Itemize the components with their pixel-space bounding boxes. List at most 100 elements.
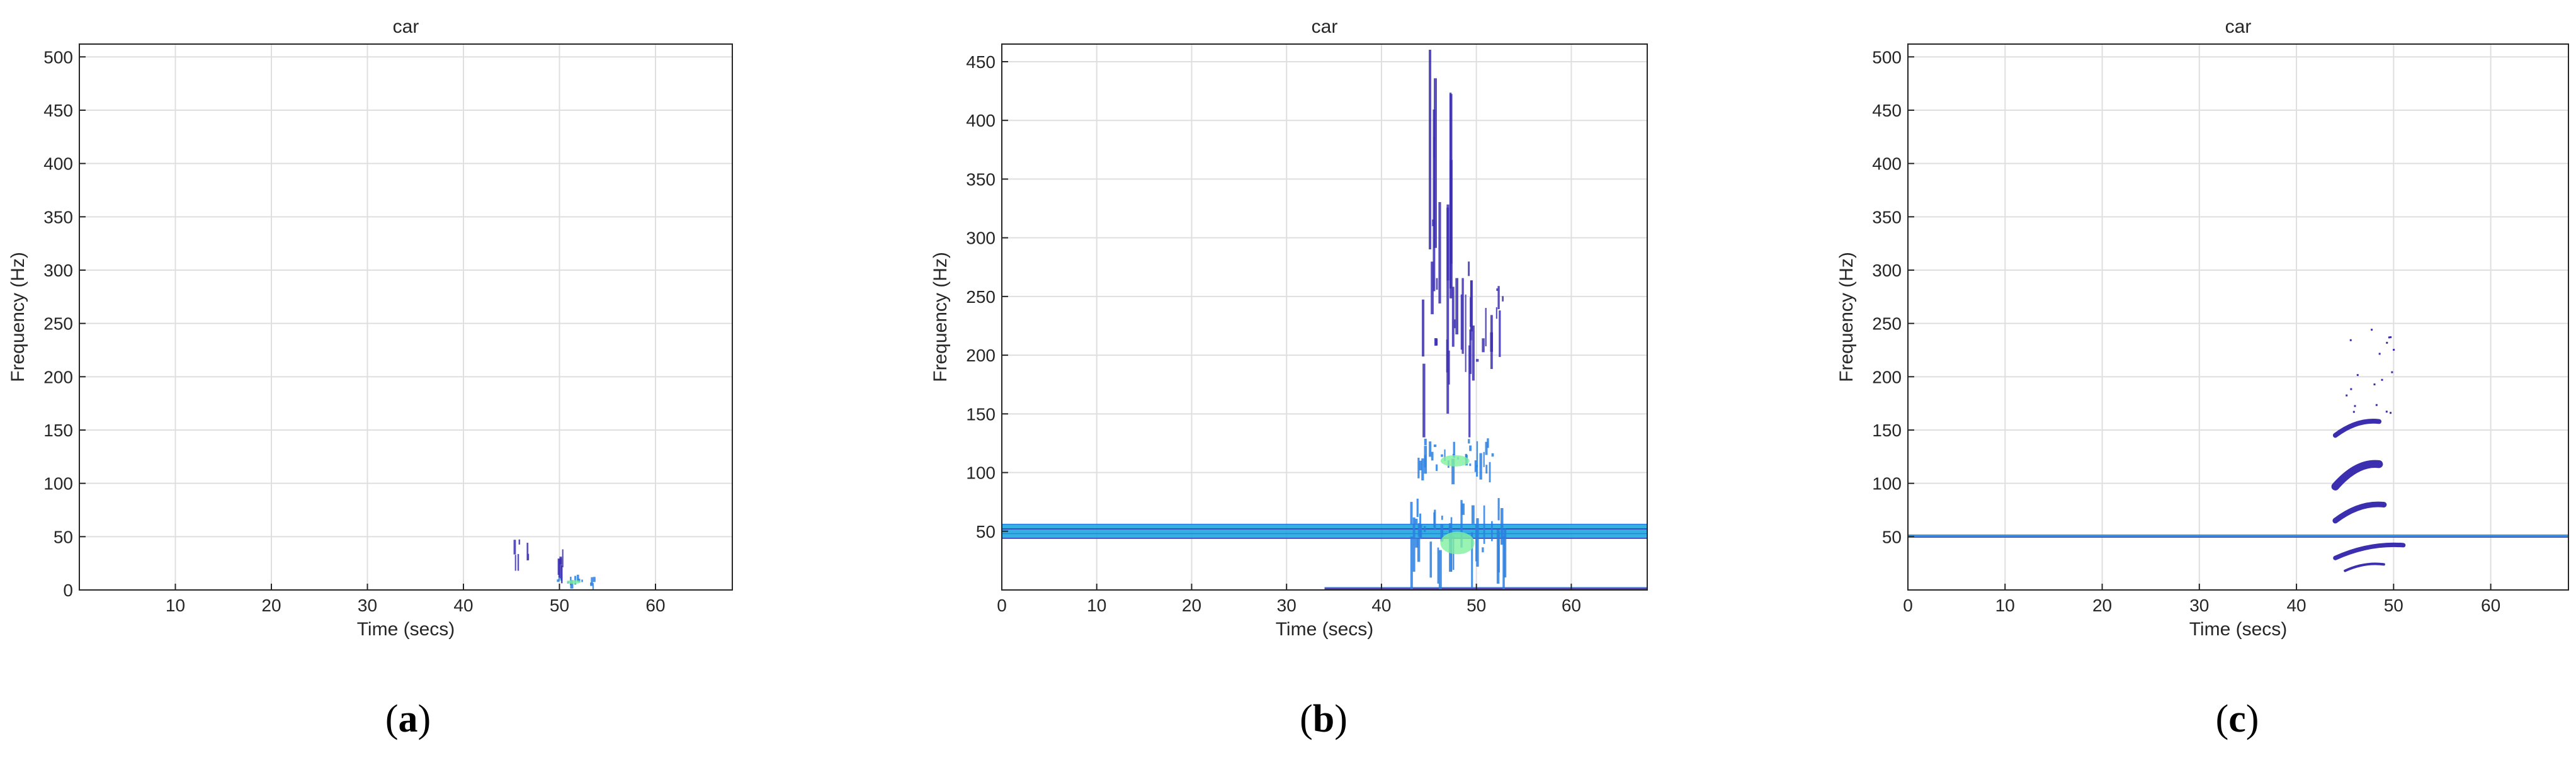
spectral-streak [1421,458,1424,481]
spectral-streak [1498,531,1500,573]
spectral-streak [1504,528,1507,578]
harmonic-trace [2331,460,2383,490]
spectral-streak [1460,500,1463,548]
scatter-speck [2350,388,2352,390]
spectral-streak [1412,517,1416,572]
spectral-streak [1454,319,1456,329]
spectral-streak [1422,363,1426,438]
y-tick-label: 50 [54,527,73,547]
spectral-streak [1476,359,1479,362]
panel-caption: (b) [1300,698,1348,740]
x-tick-label: 10 [1995,596,2015,615]
spectral-streak [1450,94,1453,264]
spectral-streak [1483,451,1485,467]
x-tick-label: 40 [2286,596,2306,615]
chart-title: car [2225,16,2252,37]
spectral-streak [1433,512,1435,528]
scatter-speck [2356,374,2359,377]
spectral-streak [1497,498,1500,521]
scatter-speck [2354,405,2356,407]
spectral-streak [1482,338,1485,353]
spectral-streak [1471,532,1473,587]
spectral-streak [1502,296,1504,302]
spectral-streak [1424,438,1427,446]
spectral-streak [1485,441,1488,455]
spectral-streak [1451,458,1455,485]
y-tick-label: 250 [43,314,73,334]
axes-border [79,43,733,591]
spectral-streak [1455,278,1458,335]
y-axis-label: Frequency (Hz) [1836,252,1857,382]
spectral-streak [1491,453,1494,457]
scatter-speck [2386,341,2388,344]
spectral-streak [1416,499,1419,518]
spectral-streak [1490,315,1493,370]
spectral-streak [1468,439,1470,444]
spectral-streak [1501,507,1504,545]
y-tick-label: 200 [1872,367,1902,387]
spectral-streak [1465,294,1467,372]
scatter-speck [2371,329,2373,331]
spectral-streak [590,582,593,586]
spectral-streak [1476,518,1479,567]
scatter-speck [2385,411,2388,413]
spectral-streak [1468,261,1470,276]
spectral-streak [1436,464,1438,472]
spectral-streak [591,577,593,584]
x-tick-label: 0 [997,596,1007,615]
y-tick-label: 350 [1872,207,1902,227]
spectral-streak [558,575,560,581]
spectral-streak [592,583,594,590]
x-tick-label: 20 [1182,596,1201,615]
spectrogram-data [513,539,596,590]
chart-title: car [1312,16,1338,37]
y-tick-label: 450 [43,101,73,120]
x-tick-label: 40 [1371,596,1391,615]
y-tick-label: 100 [1872,474,1902,494]
spectral-streak [1446,339,1448,373]
x-axis-label: Time (secs) [357,619,455,640]
spectral-streak [1446,207,1450,414]
x-tick-label: 20 [261,596,281,615]
x-tick-label: 30 [1277,596,1297,615]
spectral-streak [1429,50,1432,250]
spectral-streak [1434,78,1437,248]
x-tick-label: 40 [453,596,473,615]
spectral-streak [1471,505,1475,524]
spectral-streak [1485,465,1488,473]
chart-title: car [393,16,419,37]
y-tick-label: 0 [63,581,73,600]
spectral-streak [1469,463,1472,467]
scatter-speck [2373,383,2376,386]
y-tick-label: 50 [976,522,996,541]
spectral-streak [1436,278,1438,290]
spectral-streak [1444,449,1446,462]
spectral-streak [1438,201,1441,303]
spectral-streak [1414,518,1418,524]
spectral-streak [1497,286,1500,310]
spectral-streak [1441,515,1443,520]
scatter-speck [2390,336,2392,339]
spectral-streak [1485,308,1487,346]
spectral-streak [590,582,592,586]
spectral-streak [1410,502,1413,524]
spectral-streak [1448,350,1450,385]
x-tick-label: 50 [550,596,569,615]
harmonic-trace [2333,542,2406,560]
plot-area [79,44,732,590]
x-axis-label: Time (secs) [2189,619,2288,640]
x-axis-label: Time (secs) [1276,619,1374,640]
axes-border [1907,43,2569,591]
spectral-streak [1435,339,1438,346]
spectral-streak [518,539,521,545]
spectral-streak [1461,278,1464,354]
spectral-streak [1476,441,1478,467]
spectral-streak [1476,465,1478,477]
spectral-streak [1429,441,1432,457]
y-tick-label: 450 [1872,101,1902,120]
harmonic-trace [2332,419,2382,438]
y-tick-label: 350 [43,207,73,227]
spectral-streak [1431,261,1434,315]
spectral-streak [1470,280,1473,332]
